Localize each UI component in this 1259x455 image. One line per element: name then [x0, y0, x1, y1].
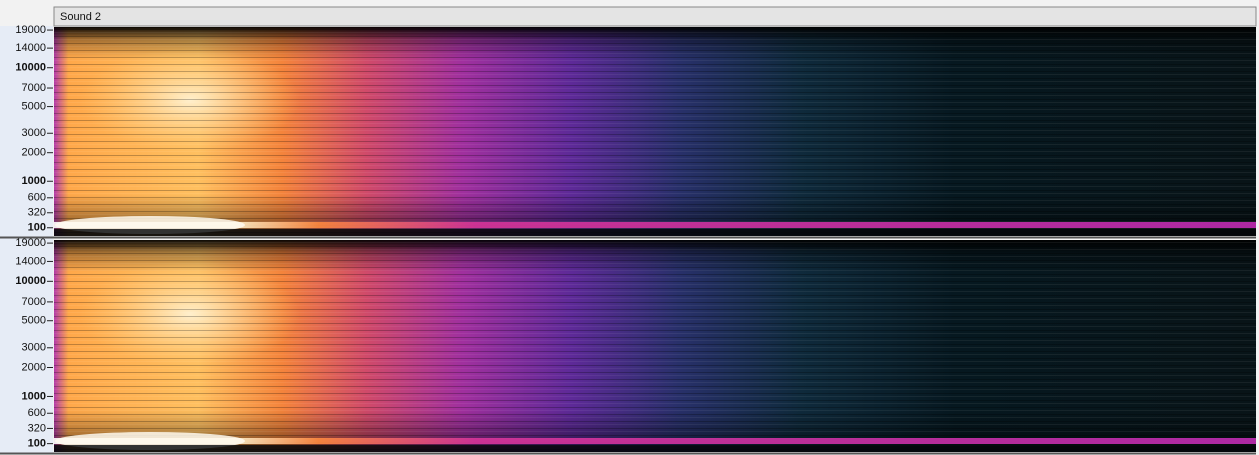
y-tick-label: 5000 [22, 315, 46, 327]
y-tick-label: 10000 [15, 62, 46, 74]
page: Sound 2 19000140001000070005000300020001… [0, 0, 1259, 455]
y-tick-label: 600 [28, 407, 46, 419]
y-tick-label: 5000 [22, 100, 46, 112]
channel: 19000 14000 10000 7000 5000 3000 2000 1000 600 32… [0, 24, 1256, 238]
spectrogram-texture [54, 27, 1256, 236]
y-tick-label: 600 [28, 192, 46, 204]
y-tick-label: 14000 [15, 42, 46, 54]
y-tick-label: 7000 [22, 296, 46, 308]
channel: 19000 14000 10000 7000 5000 3000 2000 1000 600 32… [0, 237, 1256, 453]
y-tick-label: 3000 [22, 342, 46, 354]
y-tick-label: 2000 [22, 361, 46, 373]
y-tick-label: 320 [28, 207, 46, 219]
y-tick-label: 100 [28, 438, 46, 450]
track-title: Sound 2 [60, 11, 101, 23]
y-tick-label: 100 [28, 222, 46, 234]
y-tick-label: 19000 [15, 24, 46, 36]
y-tick-label: 3000 [22, 127, 46, 139]
bottom-dark [54, 229, 1256, 236]
y-tick-label: 10000 [15, 275, 46, 287]
spectrogram-texture [54, 240, 1256, 452]
y-tick-label: 320 [28, 422, 46, 434]
y-tick-label: 1000 [22, 390, 46, 402]
y-tick-label: 1000 [22, 175, 46, 187]
track-title-bar[interactable] [54, 7, 1256, 26]
y-tick-label: 2000 [22, 147, 46, 159]
y-tick-label: 7000 [22, 82, 46, 94]
y-tick-label: 14000 [15, 255, 46, 267]
audio-track-window: Sound 2 19000140001000070005000300020001… [0, 0, 1259, 455]
y-tick-label: 19000 [15, 237, 46, 249]
bottom-dark [54, 445, 1256, 452]
